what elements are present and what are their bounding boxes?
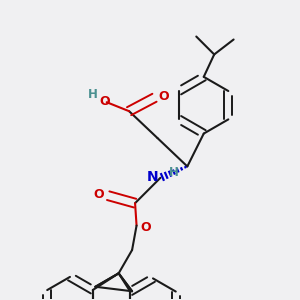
Text: H: H — [88, 88, 98, 101]
Text: N: N — [146, 169, 158, 184]
Text: O: O — [159, 90, 169, 103]
Text: H: H — [169, 166, 179, 179]
Text: O: O — [99, 95, 110, 108]
Text: O: O — [141, 220, 152, 233]
Text: O: O — [93, 188, 104, 201]
